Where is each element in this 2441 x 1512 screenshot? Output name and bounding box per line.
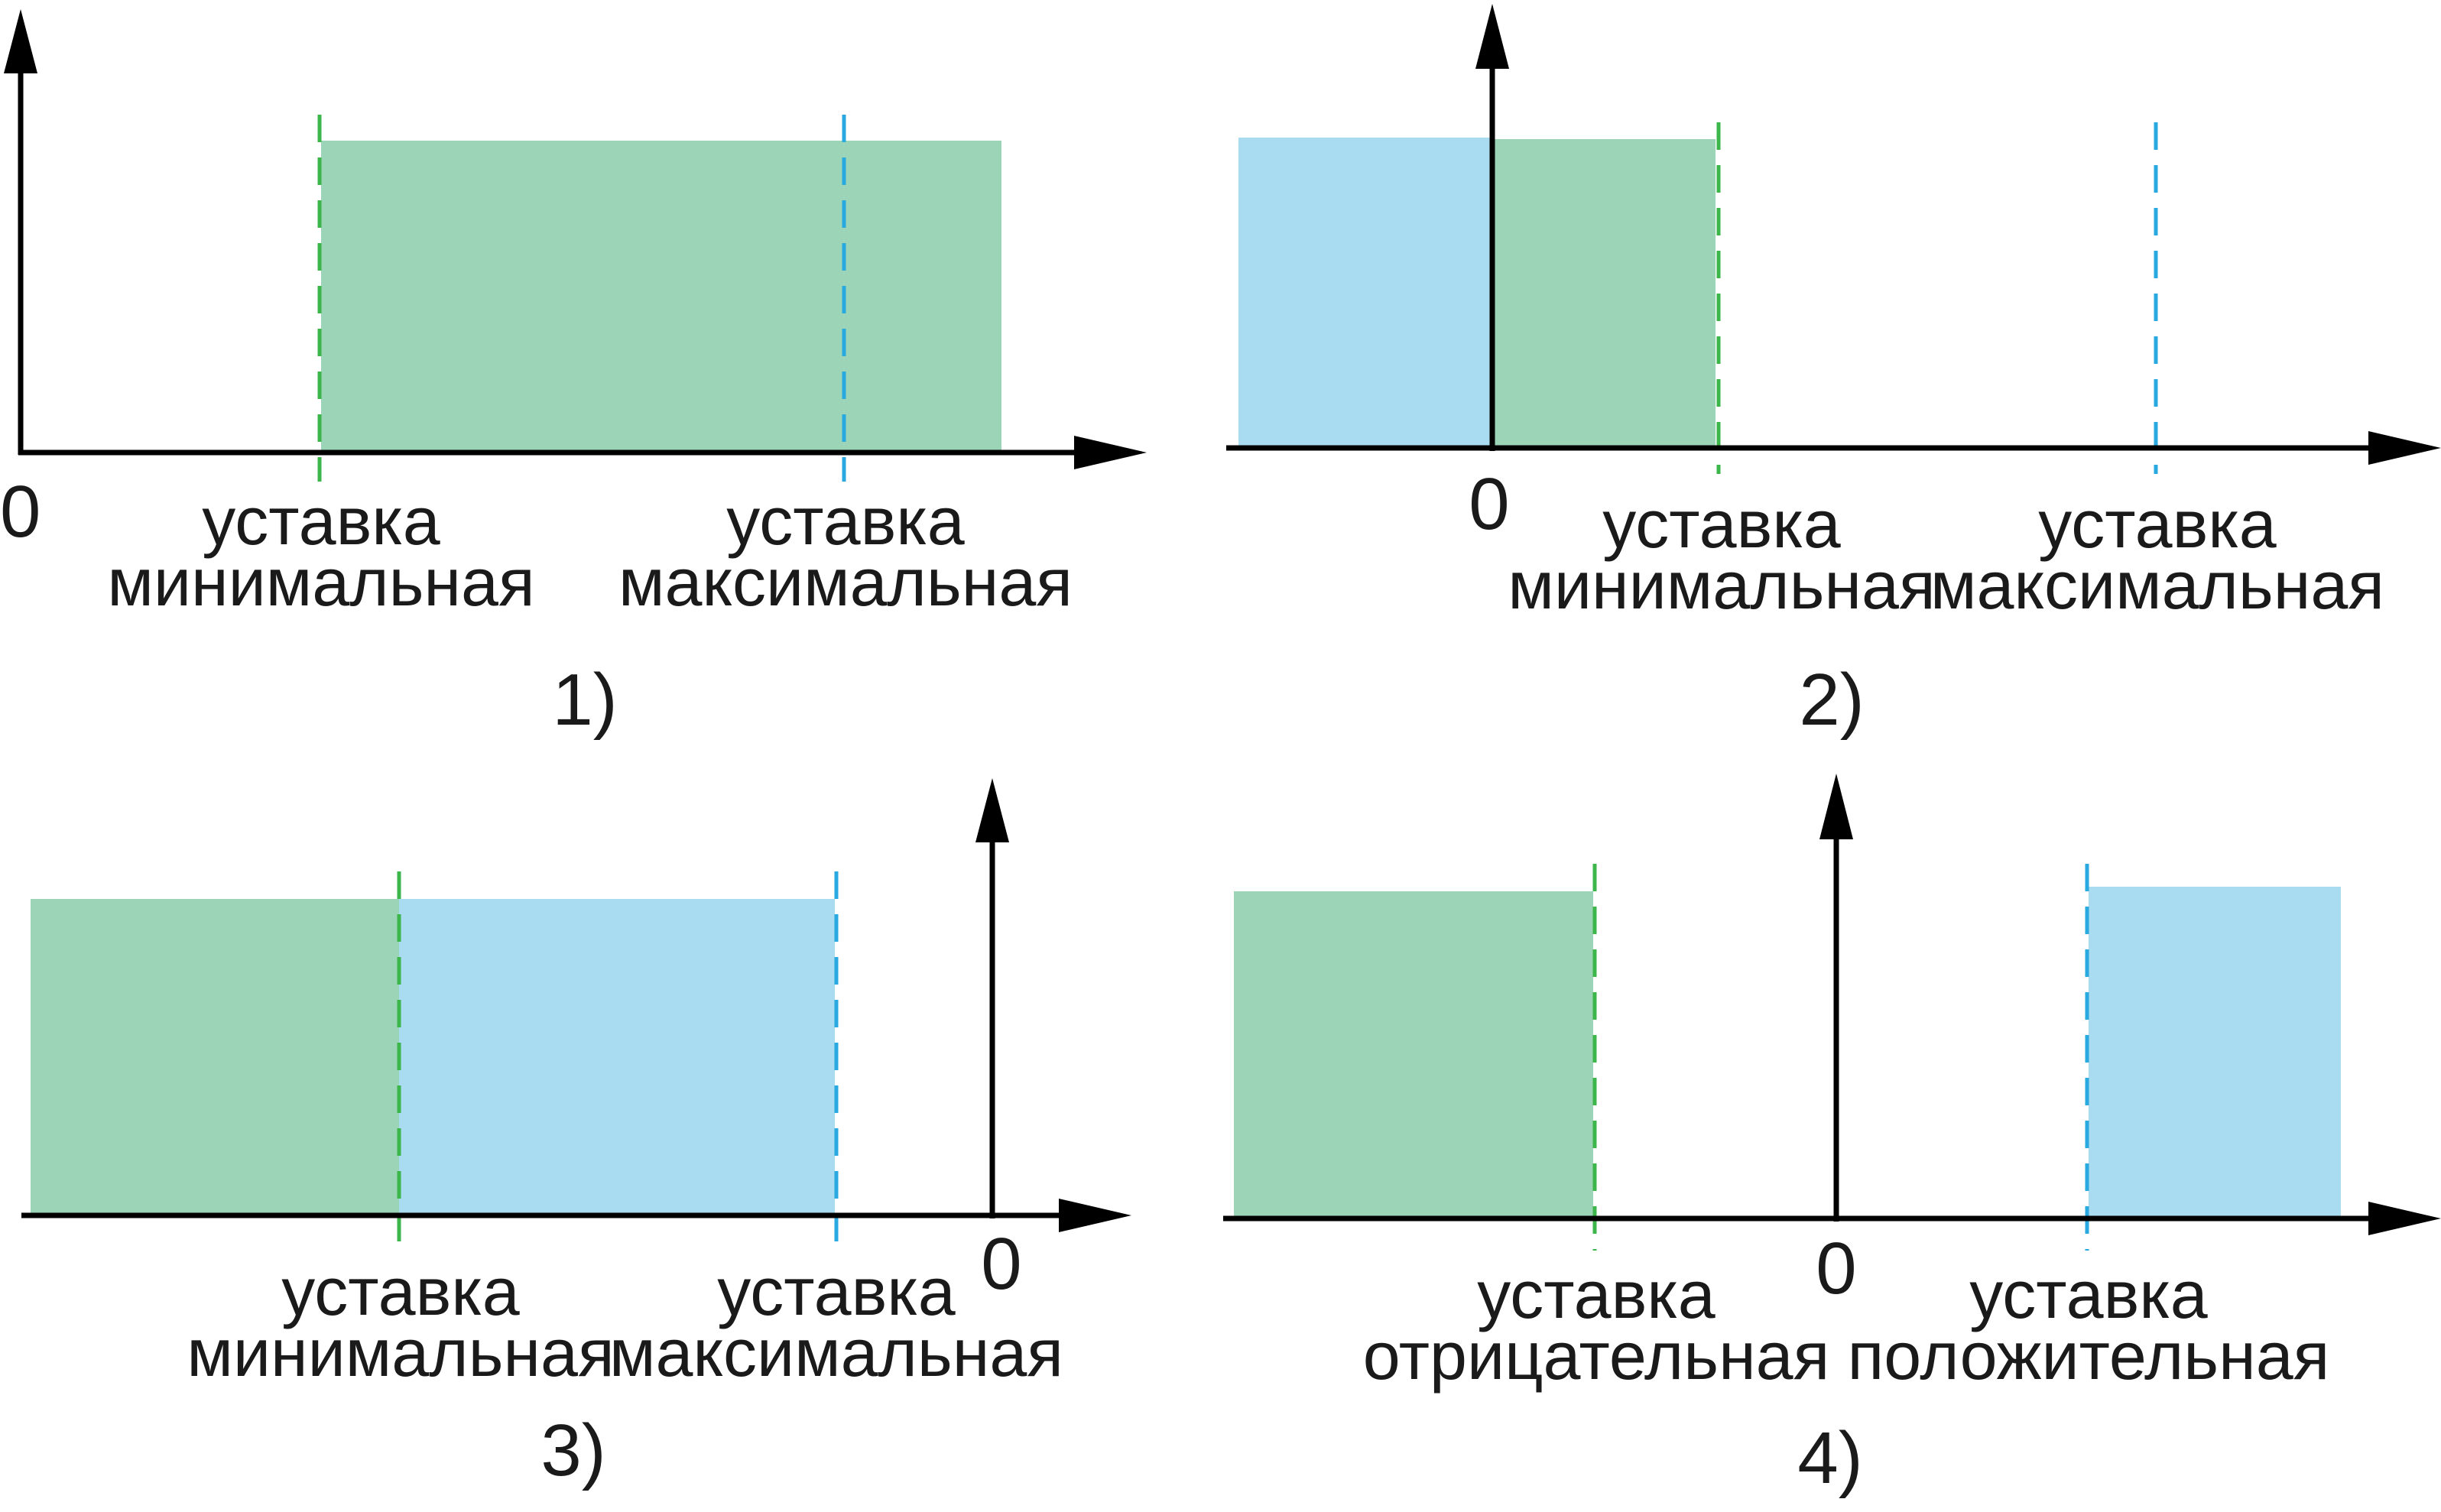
x-axis-arrowhead — [2368, 1202, 2441, 1235]
blue-zone — [399, 899, 835, 1214]
positive-setpoint-label-line2: положительная — [1848, 1318, 2330, 1394]
y-axis-arrowhead — [4, 9, 37, 73]
max-setpoint-label-line2: максимальная — [609, 1315, 1063, 1390]
panel-2: 0 уставка минимальная уставка максимальн… — [1226, 4, 2441, 741]
blue-zone — [2089, 887, 2341, 1217]
green-zone — [31, 899, 399, 1214]
y-axis-arrowhead — [975, 778, 1009, 842]
max-setpoint-label-line1: уставка — [2038, 486, 2276, 562]
green-zone — [1492, 139, 1716, 448]
max-setpoint-label-line2: максимальная — [618, 544, 1073, 620]
blue-zone — [1238, 138, 1492, 448]
y-axis-arrowhead — [1475, 4, 1509, 69]
panel-number: 4) — [1797, 1417, 1862, 1499]
x-axis-arrowhead — [1059, 1199, 1131, 1232]
zero-label: 0 — [0, 471, 41, 553]
negative-setpoint-label-line2: отрицательная — [1363, 1318, 1830, 1394]
panel-number: 2) — [1799, 659, 1864, 741]
y-axis-arrowhead — [1819, 774, 1853, 839]
max-setpoint-label-line1: уставка — [717, 1254, 955, 1329]
green-zone — [321, 141, 1001, 453]
min-setpoint-label-line2: минимальная — [107, 544, 534, 620]
positive-setpoint-label-line1: уставка — [1969, 1257, 2207, 1332]
panel-number: 1) — [552, 659, 617, 741]
max-setpoint-label-line2: максимальная — [1930, 547, 2384, 623]
min-setpoint-label-line1: уставка — [1602, 486, 1840, 562]
panel-3: 0 уставка минимальная уставка максимальн… — [21, 778, 1131, 1491]
x-axis-arrowhead — [2368, 431, 2441, 465]
panel-1: 0 уставка минимальная уставка максимальн… — [0, 9, 1147, 741]
min-setpoint-label-line2: минимальная — [187, 1315, 614, 1390]
negative-setpoint-label-line1: уставка — [1477, 1257, 1715, 1332]
min-setpoint-label-line1: уставка — [202, 483, 440, 559]
min-setpoint-label-line2: минимальная — [1508, 547, 1935, 623]
zero-label: 0 — [981, 1223, 1021, 1305]
zero-label: 0 — [1816, 1228, 1856, 1309]
zero-label: 0 — [1469, 463, 1509, 545]
x-axis-arrowhead — [1074, 436, 1147, 469]
min-setpoint-label-line1: уставка — [281, 1254, 519, 1329]
green-zone — [1234, 891, 1593, 1217]
panel-4: 0 уставка отрицательная уставка положите… — [1223, 774, 2441, 1499]
max-setpoint-label-line1: уставка — [726, 483, 964, 559]
panel-number: 3) — [540, 1410, 605, 1491]
